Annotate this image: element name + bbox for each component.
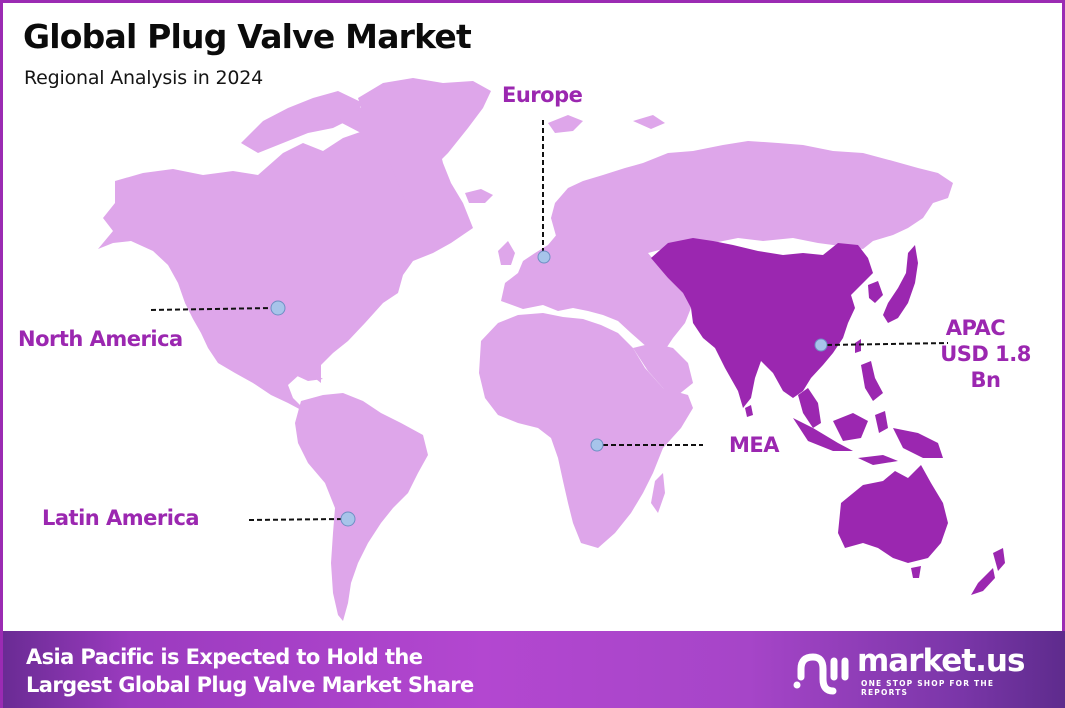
footer-banner: Asia Pacific is Expected to Hold the Lar…: [3, 631, 1065, 708]
footer-headline: Asia Pacific is Expected to Hold the Lar…: [26, 643, 474, 699]
brand-name: market.us: [857, 643, 1025, 679]
leader-line-north-america: [150, 307, 274, 311]
region-mea: [479, 313, 693, 548]
map-regions-default: [98, 78, 953, 621]
region-markers: [270, 250, 828, 527]
region-europe-russia: [501, 141, 953, 353]
marker-latin-america: [340, 511, 356, 527]
region-australia: [838, 465, 948, 563]
region-latin-america: [295, 393, 428, 621]
marker-europe: [537, 250, 551, 264]
brand-logo: market.us ONE STOP SHOP FOR THE REPORTS: [793, 643, 1043, 701]
region-apac-mainland: [651, 238, 873, 408]
leader-line-latin-america: [248, 518, 344, 521]
leader-line-apac: [826, 342, 949, 346]
footer-line-2: Largest Global Plug Valve Market Share: [26, 673, 474, 697]
region-label-mea: MEA: [729, 433, 780, 457]
market-us-logo-icon: [793, 653, 849, 695]
apac-name: APAC: [945, 316, 1006, 340]
page-title: Global Plug Valve Market: [23, 17, 472, 56]
region-greenland: [358, 78, 491, 208]
marker-apac: [814, 338, 828, 352]
marker-north-america: [270, 300, 286, 316]
region-north-america: [98, 121, 473, 415]
page-subtitle: Regional Analysis in 2024: [24, 67, 264, 89]
footer-line-1: Asia Pacific is Expected to Hold the: [26, 645, 423, 669]
world-map: [98, 78, 1005, 621]
marker-mea: [590, 438, 604, 452]
region-canada-arctic: [241, 91, 363, 153]
leader-lines: [150, 120, 949, 521]
region-label-europe: Europe: [502, 83, 583, 107]
brand-tagline: ONE STOP SHOP FOR THE REPORTS: [861, 679, 995, 697]
apac-value: USD 1.8 Bn: [940, 342, 1031, 392]
map-region-apac: [651, 238, 1005, 595]
region-label-latin-america: Latin America: [42, 506, 200, 530]
region-label-north-america: North America: [18, 327, 183, 351]
region-label-apac: APAC USD 1.8 Bn: [903, 315, 1048, 393]
region-indonesia: [793, 418, 853, 451]
region-japan: [883, 245, 918, 323]
